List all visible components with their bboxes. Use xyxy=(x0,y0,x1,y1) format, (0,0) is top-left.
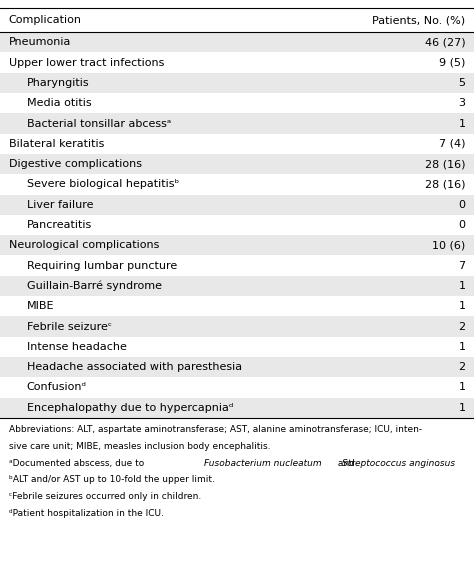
Text: 9 (5): 9 (5) xyxy=(439,58,465,68)
Text: Pancreatitis: Pancreatitis xyxy=(27,220,92,230)
Text: 1: 1 xyxy=(458,118,465,129)
Text: .: . xyxy=(437,459,440,468)
Bar xyxy=(0,154,474,174)
Text: ᶜFebrile seizures occurred only in children.: ᶜFebrile seizures occurred only in child… xyxy=(9,492,201,501)
Text: 7: 7 xyxy=(458,261,465,271)
Text: 28 (16): 28 (16) xyxy=(425,159,465,169)
Text: 3: 3 xyxy=(458,98,465,108)
Text: Bilateral keratitis: Bilateral keratitis xyxy=(9,139,104,149)
Text: 46 (27): 46 (27) xyxy=(425,37,465,47)
Text: Streptococcus anginosus: Streptococcus anginosus xyxy=(342,459,455,468)
Bar xyxy=(0,73,474,93)
Text: 2: 2 xyxy=(458,321,465,332)
Text: sive care unit; MIBE, measles inclusion body encephalitis.: sive care unit; MIBE, measles inclusion … xyxy=(9,442,270,451)
Text: 0: 0 xyxy=(458,220,465,230)
Text: Confusionᵈ: Confusionᵈ xyxy=(27,382,87,393)
Text: Complication: Complication xyxy=(9,15,82,25)
Text: Digestive complications: Digestive complications xyxy=(9,159,142,169)
Text: ᵇALT and/or AST up to 10-fold the upper limit.: ᵇALT and/or AST up to 10-fold the upper … xyxy=(9,475,214,484)
Text: 1: 1 xyxy=(458,342,465,352)
Text: Patients, No. (%): Patients, No. (%) xyxy=(373,15,465,25)
Text: Bacterial tonsillar abcessᵃ: Bacterial tonsillar abcessᵃ xyxy=(27,118,171,129)
Text: Upper lower tract infections: Upper lower tract infections xyxy=(9,58,164,68)
Text: 1: 1 xyxy=(458,403,465,413)
Text: Pharyngitis: Pharyngitis xyxy=(27,78,89,88)
Text: and: and xyxy=(335,459,358,468)
Text: Neurological complications: Neurological complications xyxy=(9,240,159,250)
Text: ᵈPatient hospitalization in the ICU.: ᵈPatient hospitalization in the ICU. xyxy=(9,509,164,518)
Text: Fusobacterium nucleatum: Fusobacterium nucleatum xyxy=(204,459,322,468)
Bar xyxy=(0,398,474,418)
Text: Febrile seizureᶜ: Febrile seizureᶜ xyxy=(27,321,111,332)
Text: 0: 0 xyxy=(458,200,465,210)
Text: Liver failure: Liver failure xyxy=(27,200,93,210)
Text: ᵃDocumented abscess, due to: ᵃDocumented abscess, due to xyxy=(9,459,146,468)
Text: 1: 1 xyxy=(458,382,465,393)
Text: 10 (6): 10 (6) xyxy=(432,240,465,250)
Text: Pneumonia: Pneumonia xyxy=(9,37,71,47)
Text: 28 (16): 28 (16) xyxy=(425,179,465,190)
Text: Headache associated with paresthesia: Headache associated with paresthesia xyxy=(27,362,242,372)
Text: Intense headache: Intense headache xyxy=(27,342,127,352)
Text: Requiring lumbar puncture: Requiring lumbar puncture xyxy=(27,261,177,271)
Text: Guillain-Barré syndrome: Guillain-Barré syndrome xyxy=(27,281,162,291)
Text: Encephalopathy due to hypercapniaᵈ: Encephalopathy due to hypercapniaᵈ xyxy=(27,403,233,413)
Bar xyxy=(0,195,474,215)
Bar xyxy=(0,357,474,377)
Bar xyxy=(0,32,474,52)
Text: MIBE: MIBE xyxy=(27,301,54,311)
Bar xyxy=(0,276,474,296)
Text: Abbreviations: ALT, aspartate aminotransferase; AST, alanine aminotransferase; I: Abbreviations: ALT, aspartate aminotrans… xyxy=(9,425,422,434)
Bar xyxy=(0,235,474,255)
Text: 2: 2 xyxy=(458,362,465,372)
Text: 1: 1 xyxy=(458,301,465,311)
Text: 5: 5 xyxy=(458,78,465,88)
Text: 1: 1 xyxy=(458,281,465,291)
Bar xyxy=(0,113,474,134)
Text: 7 (4): 7 (4) xyxy=(439,139,465,149)
Text: Severe biological hepatitisᵇ: Severe biological hepatitisᵇ xyxy=(27,179,179,190)
Text: Media otitis: Media otitis xyxy=(27,98,91,108)
Bar xyxy=(0,316,474,337)
